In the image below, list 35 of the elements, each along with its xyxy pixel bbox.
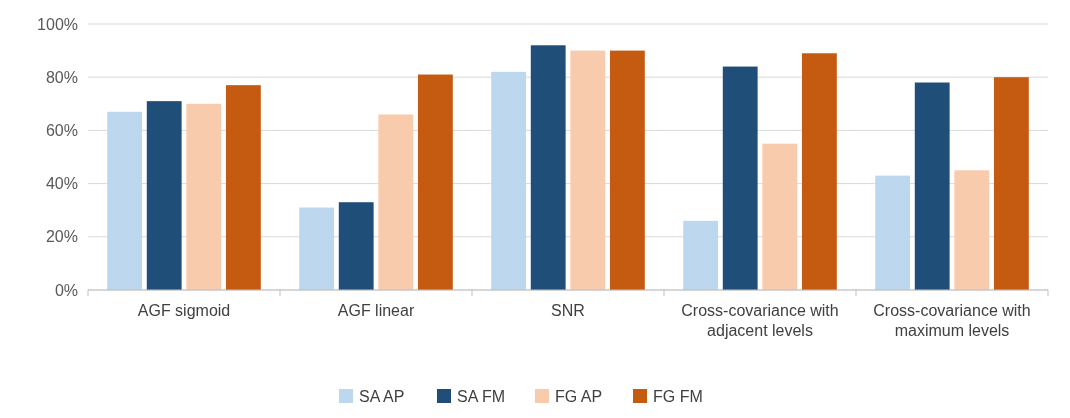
y-tick-label: 80%	[45, 68, 78, 86]
x-tick-label: AGF sigmoid	[137, 302, 231, 319]
bar	[186, 103, 222, 290]
bar	[762, 143, 798, 290]
y-tick-label: 0%	[54, 281, 78, 299]
legend-label: SA FM	[457, 387, 506, 405]
legend-label: SA AP	[359, 387, 405, 405]
bar	[683, 220, 719, 290]
bar	[491, 71, 527, 290]
bar	[609, 50, 645, 290]
x-tick-label: Cross-covariance with maximum levels	[873, 302, 1031, 339]
bar	[299, 207, 335, 290]
bar	[914, 82, 950, 290]
bar	[801, 53, 837, 290]
x-tick-label: SNR	[551, 302, 585, 319]
bar	[107, 111, 143, 290]
bar	[570, 50, 606, 290]
bar	[146, 101, 182, 290]
bar	[954, 170, 990, 290]
x-tick-label: Cross-covariance with adjacent levels	[681, 302, 839, 339]
legend-label: FG FM	[653, 387, 703, 405]
bar	[875, 175, 911, 290]
bar	[225, 85, 261, 290]
y-tick-label: 20%	[45, 228, 78, 246]
bar	[417, 74, 453, 290]
bar	[338, 202, 374, 290]
bar	[530, 45, 566, 290]
y-tick-label: 100%	[37, 15, 78, 33]
x-tick-label: AGF linear	[337, 302, 415, 319]
legend-label: FG AP	[555, 387, 603, 405]
y-tick-label: 60%	[45, 122, 78, 139]
y-tick-label: 40%	[45, 175, 78, 193]
bar	[722, 66, 758, 290]
bar	[993, 77, 1029, 290]
bar	[378, 114, 414, 290]
